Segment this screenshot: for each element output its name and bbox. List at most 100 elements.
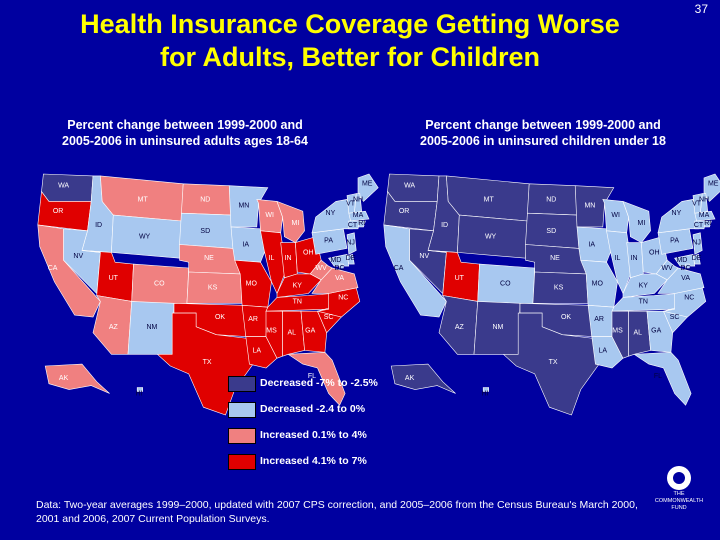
state-label-nc: NC bbox=[684, 294, 694, 301]
state-label-mo: MO bbox=[592, 281, 604, 288]
state-label-ks: KS bbox=[208, 285, 218, 292]
state-md bbox=[328, 253, 350, 267]
state-label-ma: MA bbox=[699, 212, 710, 219]
page-number: 37 bbox=[694, 2, 708, 16]
state-ms bbox=[611, 310, 629, 359]
adults-uninsured-map: WA OR CA ID NV MT WY UT CO AZ NM ND SD NE KS OK TX MN IA MO… bbox=[37, 173, 379, 416]
children-map-subtitle: Percent change between 1999-2000 and 200… bbox=[368, 117, 718, 149]
state-label-tx: TX bbox=[203, 359, 212, 366]
state-label-sd: SD bbox=[200, 228, 210, 235]
state-label-ca: CA bbox=[48, 265, 58, 272]
state-label-az: AZ bbox=[455, 324, 465, 331]
title-line-2: for Adults, Better for Children bbox=[159, 42, 540, 72]
children-uninsured-map: WA OR CA ID NV MT WY UT CO AZ NM ND SD NE KS OK TX MN IA MO… bbox=[383, 173, 720, 416]
state-label-or: OR bbox=[53, 208, 64, 215]
state-nj bbox=[692, 232, 703, 255]
state-label-va: VA bbox=[335, 275, 344, 282]
state-label-ky: KY bbox=[293, 283, 303, 290]
logo-line-1: THE bbox=[673, 491, 685, 497]
state-label-ne: NE bbox=[550, 255, 560, 262]
state-hi bbox=[482, 387, 490, 392]
state-label-nv: NV bbox=[419, 253, 429, 260]
state-label-fl: FL bbox=[308, 373, 316, 380]
commonwealth-fund-logo: THE COMMONWEALTH FUND bbox=[648, 466, 710, 512]
state-label-pa: PA bbox=[670, 238, 679, 245]
state-label-md: MD bbox=[330, 257, 341, 264]
logo-emblem-icon bbox=[667, 466, 691, 490]
adults-subtitle-line-1: Percent change between 1999-2000 and bbox=[67, 118, 303, 132]
state-label-va: VA bbox=[681, 275, 690, 282]
state-ms bbox=[265, 310, 283, 359]
state-wv bbox=[655, 259, 679, 281]
state-label-ne: NE bbox=[204, 255, 214, 262]
state-ri bbox=[357, 220, 366, 228]
state-label-tn: TN bbox=[639, 298, 648, 305]
legend-label: Decreased -7% to -2.5% bbox=[260, 377, 378, 389]
state-label-oh: OH bbox=[649, 249, 660, 256]
state-label-wi: WI bbox=[265, 212, 274, 219]
state-label-ga: GA bbox=[305, 328, 315, 335]
state-label-in: IN bbox=[631, 255, 638, 262]
state-label-de: DE bbox=[692, 255, 702, 262]
state-label-vt: VT bbox=[346, 200, 356, 207]
state-label-wy: WY bbox=[485, 234, 497, 241]
state-label-ct: CT bbox=[348, 222, 358, 229]
state-ma bbox=[348, 210, 370, 222]
state-label-ms: MS bbox=[266, 328, 277, 335]
state-label-ga: GA bbox=[651, 328, 661, 335]
state-ga bbox=[646, 310, 674, 353]
state-label-ky: KY bbox=[639, 283, 649, 290]
state-label-vt: VT bbox=[692, 200, 702, 207]
state-label-mi: MI bbox=[638, 220, 646, 227]
title-line-1: Health Insurance Coverage Getting Worse bbox=[80, 9, 620, 39]
state-label-nc: NC bbox=[338, 294, 348, 301]
state-la bbox=[245, 336, 278, 369]
state-la bbox=[591, 336, 624, 369]
state-label-fl: FL bbox=[654, 373, 662, 380]
state-label-ks: KS bbox=[554, 285, 564, 292]
state-label-wa: WA bbox=[58, 183, 69, 190]
state-label-md: MD bbox=[676, 257, 687, 264]
state-label-co: CO bbox=[154, 281, 165, 288]
state-fl bbox=[287, 351, 346, 406]
state-label-ar: AR bbox=[248, 316, 258, 323]
legend-label: Increased 4.1% to 7% bbox=[260, 455, 367, 467]
state-label-mn: MN bbox=[584, 202, 595, 209]
state-label-mn: MN bbox=[238, 202, 249, 209]
state-label-ma: MA bbox=[353, 212, 364, 219]
legend-label: Increased 0.1% to 4% bbox=[260, 429, 367, 441]
state-label-nd: ND bbox=[200, 196, 210, 203]
state-label-la: LA bbox=[253, 347, 262, 354]
state-label-ia: IA bbox=[242, 242, 249, 249]
state-label-me: ME bbox=[362, 181, 373, 188]
state-label-ak: AK bbox=[405, 375, 415, 382]
state-label-co: CO bbox=[500, 281, 511, 288]
state-label-or: OR bbox=[399, 208, 410, 215]
state-label-ct: CT bbox=[694, 222, 704, 229]
state-label-wy: WY bbox=[139, 234, 151, 241]
state-label-al: AL bbox=[634, 330, 643, 337]
state-label-dc: DC bbox=[335, 265, 345, 272]
state-label-tx: TX bbox=[549, 359, 558, 366]
adults-map-subtitle: Percent change between 1999-2000 and 200… bbox=[10, 117, 360, 149]
state-nj bbox=[346, 232, 357, 255]
state-mn bbox=[574, 185, 615, 228]
state-label-sd: SD bbox=[546, 228, 556, 235]
state-label-az: AZ bbox=[109, 324, 119, 331]
state-label-mo: MO bbox=[246, 281, 258, 288]
slide-title: Health Insurance Coverage Getting Worse … bbox=[20, 8, 680, 74]
state-hi bbox=[136, 387, 143, 392]
state-label-tn: TN bbox=[293, 298, 302, 305]
state-dc bbox=[685, 263, 690, 269]
state-label-nm: NM bbox=[492, 324, 503, 331]
state-mn bbox=[228, 185, 269, 228]
children-subtitle-line-1: Percent change between 1999-2000 and bbox=[425, 118, 661, 132]
state-ct bbox=[348, 220, 361, 230]
state-ct bbox=[694, 220, 707, 230]
children-subtitle-line-2: 2005-2006 in uninsured children under 18 bbox=[420, 134, 666, 148]
state-label-ri: RI bbox=[358, 220, 365, 227]
state-label-nh: NH bbox=[699, 196, 709, 203]
state-tx bbox=[502, 312, 600, 416]
state-label-hi: HI bbox=[482, 390, 489, 397]
